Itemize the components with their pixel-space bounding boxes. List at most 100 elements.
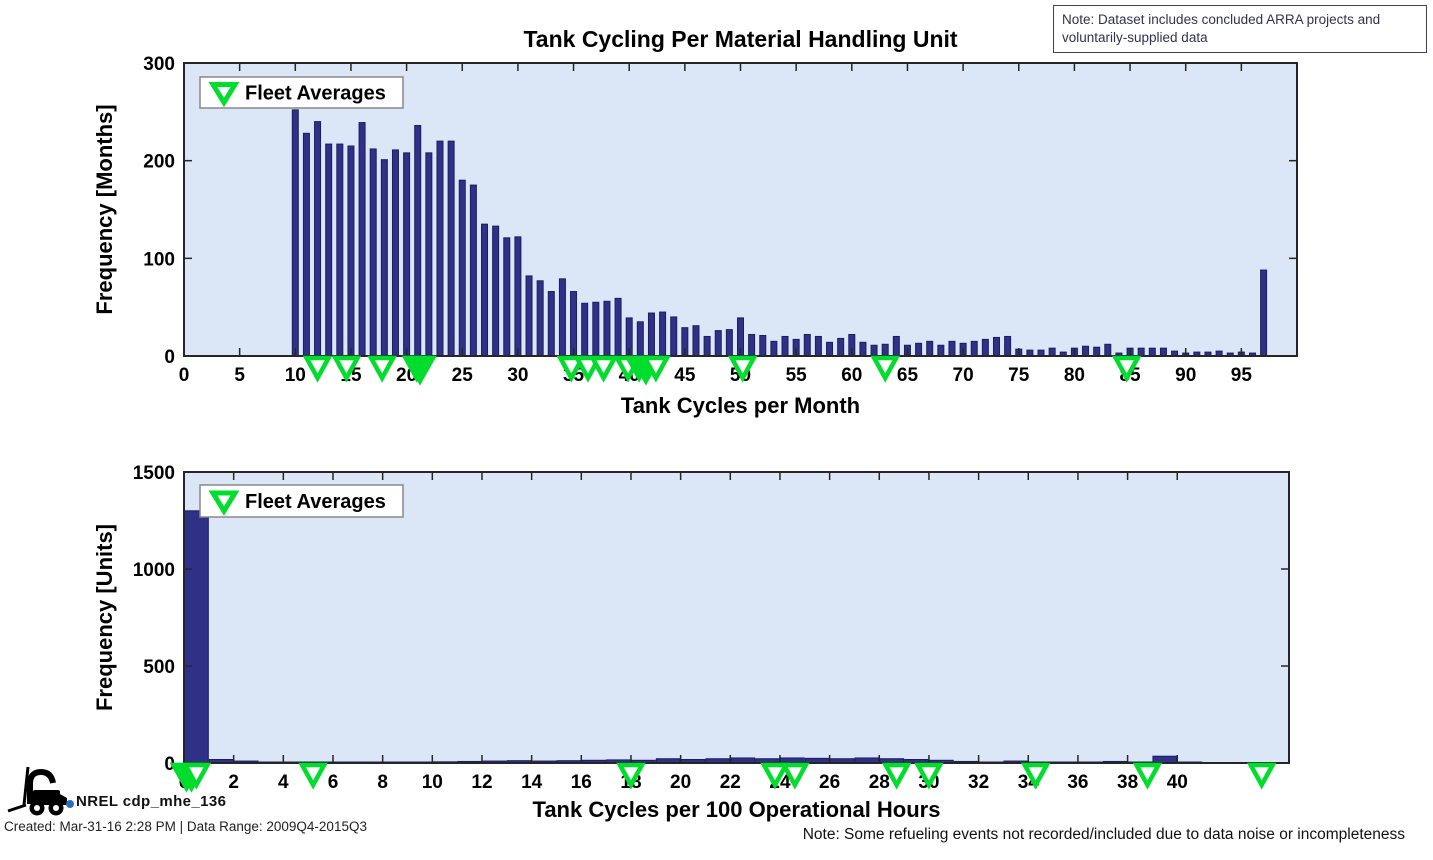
bar bbox=[1260, 269, 1268, 357]
bar bbox=[380, 159, 388, 357]
fleet-average-marker bbox=[760, 762, 790, 790]
bar bbox=[781, 335, 789, 357]
bar bbox=[547, 291, 555, 357]
bar bbox=[436, 140, 444, 357]
chart-title: Tank Cycling Per Material Handling Unit bbox=[523, 26, 957, 52]
x-tick-label: 80 bbox=[1064, 365, 1085, 386]
nrel-cdp-label: NREL cdp_mhe_136 bbox=[76, 793, 227, 810]
bar bbox=[336, 143, 344, 357]
y-tick-label: 300 bbox=[143, 54, 175, 75]
x-tick-label: 36 bbox=[1067, 772, 1088, 793]
bar bbox=[892, 335, 900, 357]
x-tick-label: 26 bbox=[819, 772, 840, 793]
bar bbox=[1004, 335, 1012, 357]
bar bbox=[814, 335, 822, 357]
x-tick-label: 60 bbox=[841, 365, 862, 386]
bar bbox=[748, 334, 756, 357]
bar bbox=[369, 148, 377, 357]
fleet-average-marker bbox=[881, 762, 912, 790]
x-tick-label: 16 bbox=[571, 772, 592, 793]
bar bbox=[870, 344, 878, 357]
fleet-average-marker bbox=[1246, 762, 1277, 790]
bar bbox=[592, 301, 600, 357]
bar bbox=[314, 121, 322, 357]
x-tick-label: 45 bbox=[674, 365, 696, 386]
bar bbox=[1152, 755, 1178, 764]
fleet-average-marker bbox=[616, 762, 646, 790]
bar bbox=[1159, 347, 1167, 357]
bar bbox=[881, 343, 889, 357]
x-tick-label: 4 bbox=[278, 772, 289, 793]
y-tick-label: 500 bbox=[143, 657, 175, 678]
bar bbox=[558, 278, 566, 357]
bar bbox=[1082, 345, 1090, 357]
forklift-icon bbox=[7, 766, 74, 816]
y-tick-label: 0 bbox=[164, 754, 175, 775]
x-tick-label: 32 bbox=[968, 772, 989, 793]
x-tick-label: 2 bbox=[228, 772, 239, 793]
bar bbox=[759, 334, 767, 357]
x-tick-label: 10 bbox=[285, 365, 306, 386]
bar bbox=[503, 237, 511, 357]
bar bbox=[514, 236, 522, 357]
bar bbox=[458, 179, 466, 357]
bar bbox=[837, 337, 845, 357]
bar bbox=[536, 280, 544, 357]
bar bbox=[970, 340, 978, 357]
bar bbox=[1148, 347, 1156, 357]
legend-label: Fleet Averages bbox=[245, 83, 386, 105]
bar bbox=[770, 340, 778, 357]
y-tick-label: 0 bbox=[164, 347, 175, 368]
x-tick-label: 75 bbox=[1008, 365, 1030, 386]
x-tick-label: 40 bbox=[1167, 772, 1188, 793]
bar bbox=[347, 145, 355, 357]
fleet-average-marker bbox=[556, 355, 587, 383]
bar bbox=[325, 143, 333, 357]
fleet-average-marker bbox=[1020, 762, 1051, 790]
x-tick-label: 20 bbox=[670, 772, 691, 793]
fleet-average-marker bbox=[870, 355, 900, 383]
bar bbox=[725, 329, 733, 357]
y-tick-label: 1000 bbox=[133, 560, 175, 581]
bar bbox=[659, 311, 667, 357]
bar bbox=[1137, 347, 1145, 357]
bar bbox=[302, 132, 310, 357]
bar bbox=[703, 335, 711, 357]
fleet-average-markers bbox=[302, 355, 1142, 386]
legend: Fleet Averages bbox=[199, 484, 404, 518]
x-tick-label: 12 bbox=[471, 772, 492, 793]
bar bbox=[636, 321, 644, 357]
fleet-average-marker bbox=[181, 762, 212, 790]
x-tick-label: 28 bbox=[869, 772, 890, 793]
bar bbox=[414, 125, 422, 357]
bar bbox=[184, 510, 209, 764]
x-tick-label: 95 bbox=[1231, 365, 1253, 386]
bar bbox=[937, 344, 945, 357]
y-tick-label: 1500 bbox=[133, 463, 175, 484]
bar bbox=[570, 291, 578, 357]
bar bbox=[447, 140, 455, 357]
bar bbox=[647, 312, 655, 357]
x-tick-label: 65 bbox=[897, 365, 919, 386]
bar bbox=[670, 316, 678, 357]
x-tick-label: 5 bbox=[234, 365, 245, 386]
bar bbox=[603, 300, 611, 357]
y-axis-label: Frequency [Units] bbox=[92, 524, 117, 711]
fleet-average-marker bbox=[403, 355, 437, 386]
bar bbox=[1093, 346, 1101, 357]
fleet-average-marker bbox=[780, 762, 810, 790]
tank-cycles-per-month-chart: 0510152025303540455055606570758085909501… bbox=[92, 26, 1298, 418]
bar bbox=[581, 302, 589, 357]
legend: Fleet Averages bbox=[199, 76, 404, 109]
y-axis-label: Frequency [Months] bbox=[92, 104, 117, 314]
plot-border bbox=[183, 471, 1290, 764]
bar bbox=[859, 341, 867, 357]
x-tick-label: 38 bbox=[1117, 772, 1138, 793]
fleet-average-marker bbox=[331, 355, 362, 383]
bar bbox=[692, 325, 700, 357]
fleet-average-marker bbox=[1132, 762, 1163, 790]
plot-area bbox=[184, 63, 1297, 356]
axis-ticks bbox=[183, 62, 1297, 357]
bar bbox=[948, 340, 956, 357]
